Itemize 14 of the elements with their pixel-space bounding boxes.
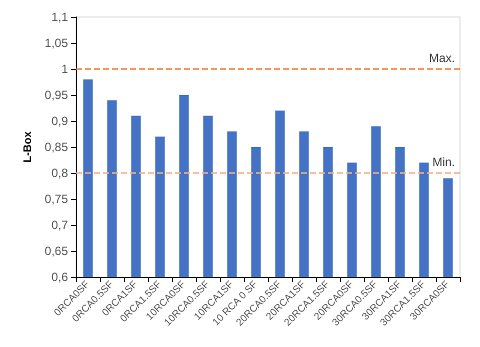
y-tick-label: 1 (61, 62, 68, 76)
ref-line-label: Min. (432, 155, 455, 169)
ref-line-label: Max. (428, 51, 455, 65)
y-tick-label: 0,8 (51, 166, 68, 180)
y-axis-title: L-Box (22, 130, 34, 163)
y-tick-label: 0,7 (51, 218, 68, 232)
y-tick-label: 0,6 (51, 270, 68, 284)
y-tick-label: 0,75 (44, 192, 68, 206)
y-tick-label: 1,1 (51, 10, 68, 24)
y-tick-label: 0,95 (44, 88, 68, 102)
y-tick-label: 0,65 (44, 244, 68, 258)
y-tick-label: 0,9 (51, 114, 68, 128)
y-tick-label: 0,85 (44, 140, 68, 154)
y-tick-label: 1,05 (44, 36, 68, 50)
